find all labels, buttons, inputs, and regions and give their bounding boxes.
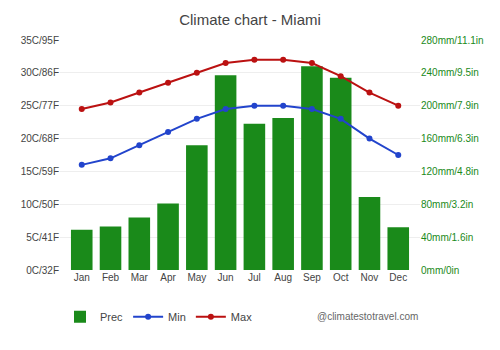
- svg-text:10C/50F: 10C/50F: [21, 199, 59, 210]
- svg-text:Climate chart - Miami: Climate chart - Miami: [179, 11, 321, 28]
- svg-text:Oct: Oct: [333, 272, 349, 283]
- svg-text:Jul: Jul: [248, 272, 261, 283]
- svg-text:Nov: Nov: [361, 272, 379, 283]
- svg-text:30C/86F: 30C/86F: [21, 67, 59, 78]
- svg-text:Min: Min: [168, 311, 186, 323]
- svg-text:Feb: Feb: [102, 272, 120, 283]
- svg-text:0C/32F: 0C/32F: [26, 265, 59, 276]
- svg-text:15C/59F: 15C/59F: [21, 166, 59, 177]
- svg-text:80mm/3.2in: 80mm/3.2in: [421, 199, 473, 210]
- svg-text:@climatestotravel.com: @climatestotravel.com: [317, 311, 418, 322]
- svg-text:160mm/6.3in: 160mm/6.3in: [421, 133, 479, 144]
- svg-text:Dec: Dec: [389, 272, 407, 283]
- svg-text:280mm/11.1in: 280mm/11.1in: [421, 35, 484, 46]
- svg-text:Jun: Jun: [218, 272, 234, 283]
- svg-text:35C/95F: 35C/95F: [21, 35, 59, 46]
- svg-text:40mm/1.6in: 40mm/1.6in: [421, 232, 473, 243]
- svg-text:Mar: Mar: [131, 272, 149, 283]
- svg-text:May: May: [187, 272, 206, 283]
- svg-text:25C/77F: 25C/77F: [21, 100, 59, 111]
- svg-text:Aug: Aug: [274, 272, 292, 283]
- svg-text:5C/41F: 5C/41F: [26, 232, 59, 243]
- svg-text:0mm/0in: 0mm/0in: [421, 265, 459, 276]
- svg-text:Max: Max: [231, 311, 252, 323]
- svg-text:120mm/4.8in: 120mm/4.8in: [421, 166, 479, 177]
- svg-text:240mm/9.5in: 240mm/9.5in: [421, 67, 479, 78]
- svg-text:200mm/7.9in: 200mm/7.9in: [421, 100, 479, 111]
- svg-text:Apr: Apr: [160, 272, 176, 283]
- svg-text:20C/68F: 20C/68F: [21, 133, 59, 144]
- svg-text:Jan: Jan: [74, 272, 90, 283]
- svg-text:Prec: Prec: [100, 311, 123, 323]
- svg-text:Sep: Sep: [303, 272, 321, 283]
